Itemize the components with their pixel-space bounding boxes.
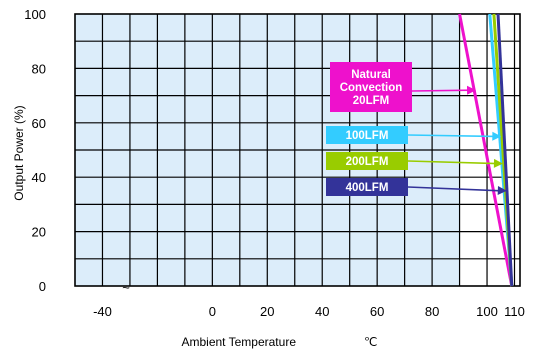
x-tick-label: -40	[93, 304, 112, 319]
x-tick-label: 0	[209, 304, 216, 319]
series-line-3	[496, 13, 514, 287]
legend-label-0: Natural	[351, 69, 391, 81]
legend-arrowhead-1	[492, 131, 502, 141]
legend-box-0	[330, 62, 412, 112]
x-tick-label: 100	[476, 304, 498, 319]
x-axis-label: Ambient Temperature	[181, 335, 296, 349]
legend-box-1	[326, 126, 408, 144]
y-tick-label: 80	[32, 61, 46, 76]
x-tick-label: 20	[260, 304, 274, 319]
y-tick-label: 60	[32, 116, 46, 131]
x-tick-label: 110	[504, 304, 525, 319]
y-tick-label: 20	[32, 225, 46, 240]
legend-arrow-1	[407, 134, 496, 138]
legend-box-3	[326, 178, 408, 196]
x-axis-unit: ℃	[364, 335, 377, 349]
legend-label-0: Convection	[340, 82, 403, 94]
series-line-0	[458, 13, 514, 287]
x-tick-label: 40	[315, 304, 329, 319]
axis-break-mark: ~	[122, 280, 130, 295]
legend-arrow-3	[407, 186, 501, 192]
legend-arrow-2	[407, 160, 497, 165]
legend-label-3: 400LFM	[346, 182, 389, 194]
plot-frame	[74, 13, 521, 287]
legend-arrowhead-0	[466, 85, 477, 95]
legend-arrowhead-2	[493, 158, 503, 168]
y-tick-label: 100	[24, 7, 46, 22]
y-tick-label: 0	[39, 279, 46, 294]
legend-label-0: 20LFM	[353, 95, 389, 107]
y-tick-label: 40	[32, 170, 46, 185]
legend-label-1: 100LFM	[346, 130, 389, 142]
legend-label-2: 200LFM	[346, 156, 389, 168]
x-tick-label: 60	[370, 304, 384, 319]
y-axis-label: Output Power (%)	[12, 105, 26, 200]
x-tick-label: 80	[425, 304, 439, 319]
legend-arrow-0	[411, 89, 471, 92]
legend-box-2	[326, 152, 408, 170]
legend-arrowhead-3	[497, 185, 507, 195]
